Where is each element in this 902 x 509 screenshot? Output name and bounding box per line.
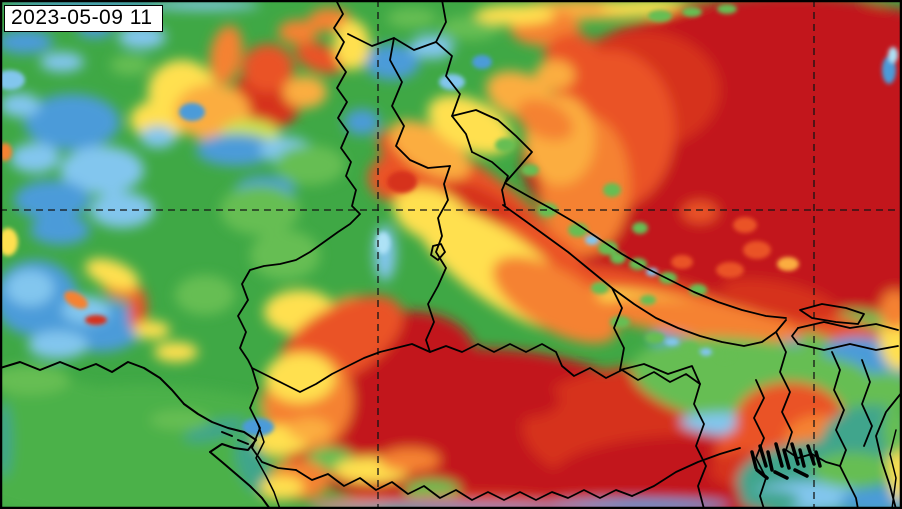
timestamp-text: 2023-05-09 11 (11, 6, 153, 29)
timestamp-label: 2023-05-09 11 (4, 5, 163, 32)
